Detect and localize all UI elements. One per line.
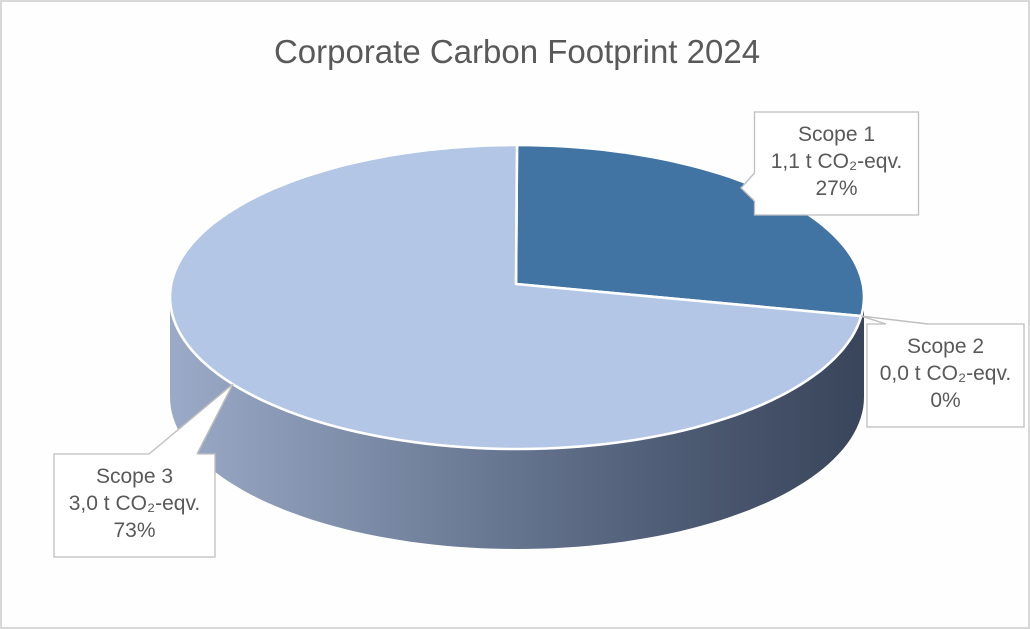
pie-side-3d xyxy=(170,297,864,549)
pie-chart xyxy=(168,143,866,549)
leader-pointer-scope-1 xyxy=(740,172,756,202)
callout-percent: 27% xyxy=(815,177,857,200)
callout-box-scope-1 xyxy=(753,111,920,216)
callout-percent: 0% xyxy=(930,389,960,412)
callout-value: 1,1 t CO₂-eqv. xyxy=(771,150,902,173)
callout-box-scope-3 xyxy=(53,453,216,558)
callout-leaders xyxy=(148,172,929,456)
callout-label: Scope 3 xyxy=(96,465,173,488)
callout-scope-2: Scope 2 0,0 t CO₂-eqv. 0% xyxy=(866,323,1025,428)
callout-percent: 73% xyxy=(113,519,155,542)
callout-label: Scope 2 xyxy=(907,335,984,358)
pie-slice-scope-3 xyxy=(168,143,863,451)
chart-title: Corporate Carbon Footprint 2024 xyxy=(274,33,760,70)
callout-scope-3: Scope 3 3,0 t CO₂-eqv. 73% xyxy=(53,453,216,558)
callout-value: 3,0 t CO₂-eqv. xyxy=(69,492,200,515)
callout-label: Scope 1 xyxy=(798,123,875,146)
leader-pointer-scope-3 xyxy=(148,383,234,455)
leader-pointer-scope-2 xyxy=(861,315,929,325)
callout-scope-1: Scope 1 1,1 t CO₂-eqv. 27% xyxy=(753,111,920,216)
callout-box-scope-2 xyxy=(866,323,1025,428)
callout-value: 0,0 t CO₂-eqv. xyxy=(880,362,1011,385)
